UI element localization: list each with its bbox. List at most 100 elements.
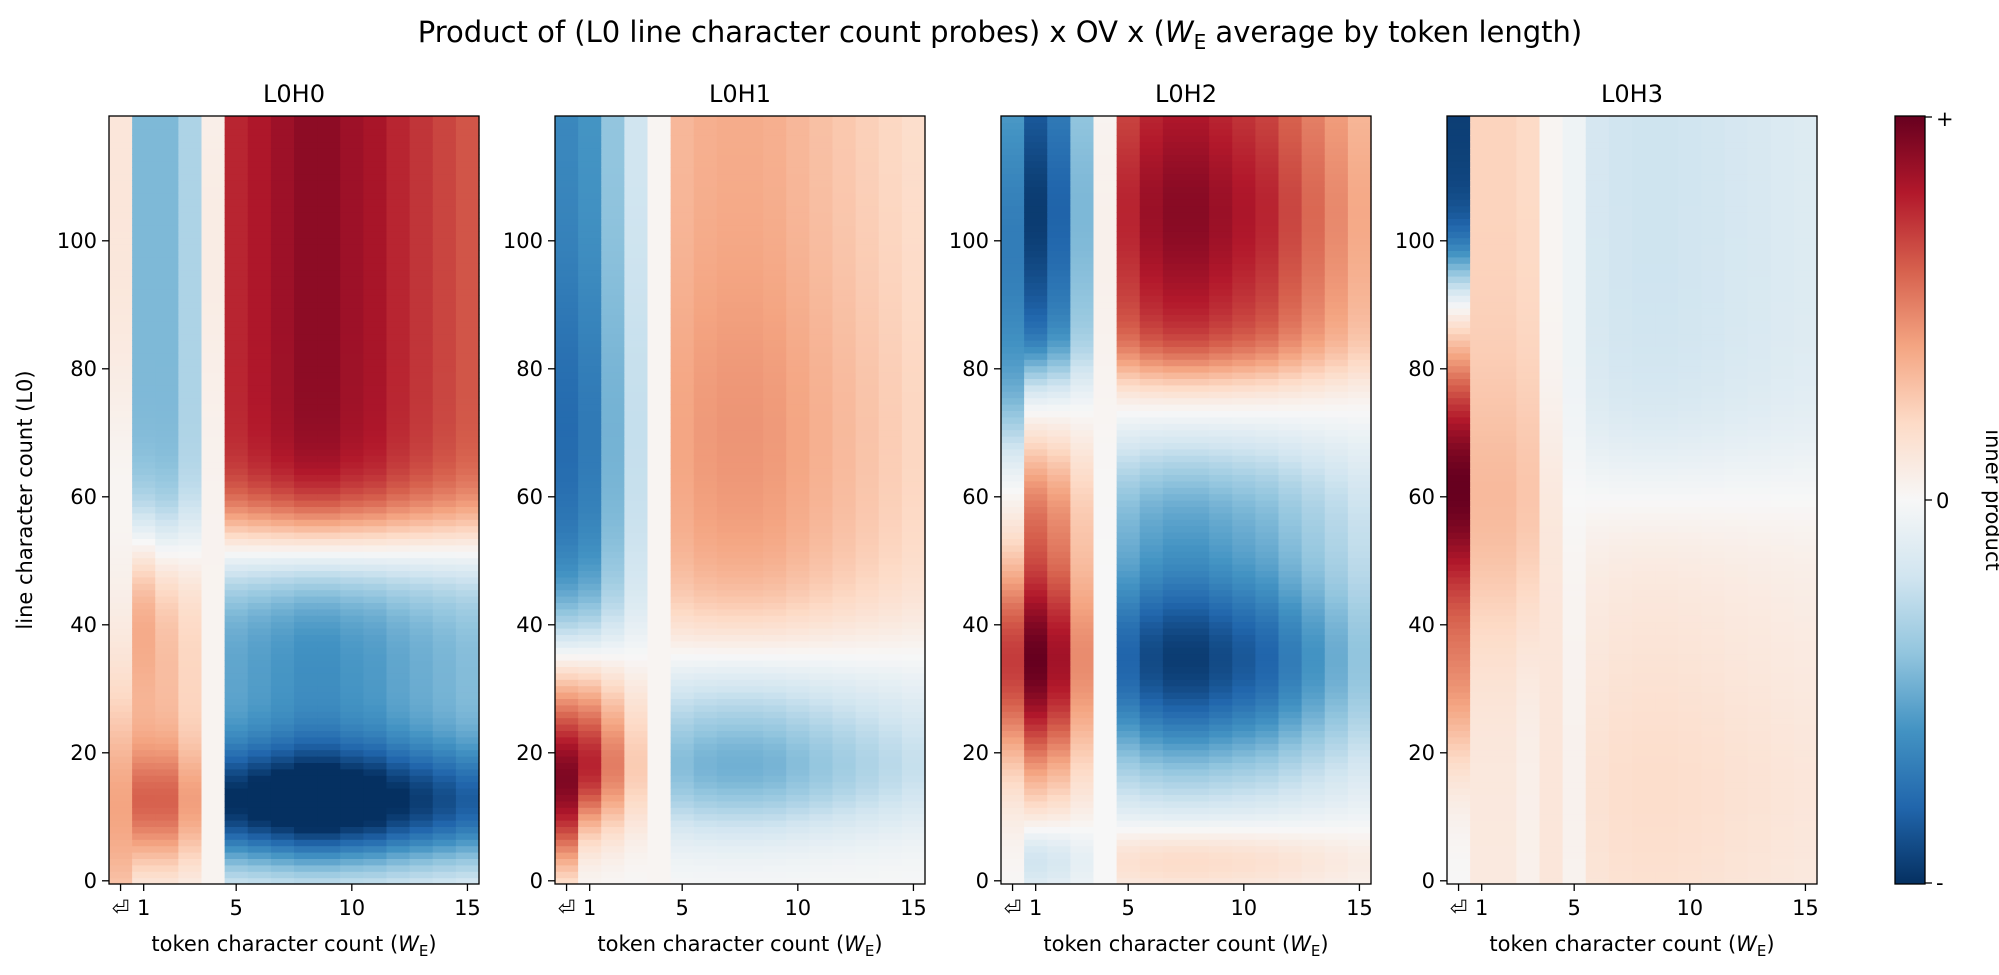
heatmap-cell bbox=[1070, 640, 1095, 648]
heatmap-cell bbox=[155, 506, 179, 514]
heatmap-cell bbox=[647, 340, 672, 347]
heatmap-cell bbox=[270, 423, 295, 431]
heatmap-cell bbox=[1024, 551, 1048, 559]
heatmap-cell bbox=[832, 506, 857, 514]
heatmap-cell bbox=[878, 749, 903, 757]
heatmap-cell bbox=[601, 384, 625, 392]
heatmap-cell bbox=[409, 372, 434, 379]
heatmap-cell bbox=[716, 653, 741, 661]
heatmap-cell bbox=[578, 506, 602, 514]
heatmap-cell bbox=[455, 391, 480, 399]
heatmap-cell bbox=[647, 583, 672, 591]
heatmap-cell bbox=[786, 813, 810, 821]
heatmap-cell bbox=[1116, 832, 1141, 840]
heatmap-cell bbox=[624, 852, 649, 859]
heatmap-cell bbox=[247, 442, 272, 450]
heatmap-cell bbox=[670, 506, 695, 514]
heatmap-cell bbox=[247, 775, 272, 783]
heatmap-cell bbox=[624, 359, 649, 367]
heatmap-cell bbox=[855, 839, 880, 847]
heatmap-cell bbox=[432, 173, 457, 181]
heatmap-cell bbox=[132, 756, 156, 763]
heatmap-cell bbox=[878, 237, 903, 245]
heatmap-cell bbox=[247, 800, 272, 808]
heatmap-cell bbox=[363, 487, 388, 495]
heatmap-cell bbox=[809, 237, 834, 245]
heatmap-cell bbox=[901, 237, 926, 245]
heatmap-cell bbox=[809, 820, 834, 827]
heatmap-cell bbox=[716, 423, 741, 431]
heatmap-cell bbox=[132, 346, 156, 354]
heatmap-cell bbox=[578, 397, 602, 405]
heatmap-cell bbox=[1024, 589, 1048, 597]
heatmap-cell bbox=[201, 141, 226, 149]
heatmap-cell bbox=[647, 244, 672, 251]
heatmap-cell bbox=[670, 372, 695, 379]
heatmap-cell bbox=[693, 506, 718, 514]
heatmap-cell bbox=[624, 346, 649, 354]
heatmap-cell bbox=[109, 173, 133, 181]
heatmap-cell bbox=[294, 628, 318, 635]
heatmap-cell bbox=[294, 186, 318, 194]
heatmap-cell bbox=[1001, 276, 1025, 283]
heatmap-cell bbox=[386, 116, 411, 123]
heatmap-cell bbox=[363, 276, 388, 283]
heatmap-cell bbox=[386, 781, 411, 789]
heatmap-cell bbox=[109, 340, 133, 347]
heatmap-cell bbox=[693, 269, 718, 277]
heatmap-cell bbox=[1001, 500, 1025, 507]
heatmap-cell bbox=[155, 576, 179, 584]
heatmap-cell bbox=[155, 583, 179, 591]
heatmap-cell bbox=[878, 474, 903, 482]
heatmap-cell bbox=[247, 679, 272, 687]
heatmap-cell bbox=[1047, 288, 1071, 296]
heatmap-cell bbox=[601, 852, 625, 859]
heatmap-cell bbox=[647, 724, 672, 731]
heatmap-cell bbox=[878, 781, 903, 789]
heatmap-cell bbox=[763, 704, 787, 712]
heatmap-cell bbox=[1047, 512, 1071, 520]
heatmap-cell bbox=[409, 845, 434, 853]
heatmap-cell bbox=[432, 423, 457, 431]
heatmap-cell bbox=[386, 436, 411, 443]
heatmap-cell bbox=[270, 436, 295, 443]
heatmap-cell bbox=[578, 199, 602, 207]
heatmap-cell bbox=[832, 199, 857, 207]
heatmap-cell bbox=[1070, 730, 1095, 738]
heatmap-cell bbox=[763, 244, 787, 251]
heatmap-cell bbox=[1001, 519, 1025, 527]
heatmap-cell bbox=[786, 192, 810, 200]
heatmap-cell bbox=[647, 538, 672, 546]
heatmap-cell bbox=[109, 615, 133, 623]
heatmap-cell bbox=[855, 205, 880, 213]
heatmap-cell bbox=[555, 199, 579, 207]
heatmap-cell bbox=[740, 557, 764, 565]
heatmap-cell bbox=[740, 749, 764, 757]
heatmap-cell bbox=[832, 583, 857, 591]
heatmap-cell bbox=[178, 244, 203, 251]
heatmap-cell bbox=[201, 692, 226, 699]
heatmap-cell bbox=[901, 500, 926, 507]
heatmap-cell bbox=[855, 762, 880, 770]
heatmap-cell bbox=[1070, 500, 1095, 507]
heatmap-cell bbox=[1162, 346, 1187, 354]
heatmap-cell bbox=[247, 461, 272, 469]
heatmap-cell bbox=[1139, 205, 1164, 213]
heatmap-cell bbox=[855, 116, 880, 123]
heatmap-cell bbox=[201, 468, 226, 475]
heatmap-cell bbox=[647, 711, 672, 719]
heatmap-cell bbox=[1139, 212, 1164, 219]
heatmap-cell bbox=[1070, 301, 1095, 309]
heatmap-cell bbox=[178, 276, 203, 283]
heatmap-cell bbox=[409, 576, 434, 584]
heatmap-cell bbox=[716, 122, 741, 130]
heatmap-cell bbox=[809, 634, 834, 642]
heatmap-cell bbox=[809, 813, 834, 821]
heatmap-cell bbox=[155, 308, 179, 315]
heatmap-cell bbox=[155, 199, 179, 207]
heatmap-cell bbox=[670, 256, 695, 264]
heatmap-cell bbox=[270, 128, 295, 136]
heatmap-cell bbox=[201, 711, 226, 719]
heatmap-cell bbox=[1209, 871, 1233, 879]
heatmap-cell bbox=[432, 519, 457, 527]
